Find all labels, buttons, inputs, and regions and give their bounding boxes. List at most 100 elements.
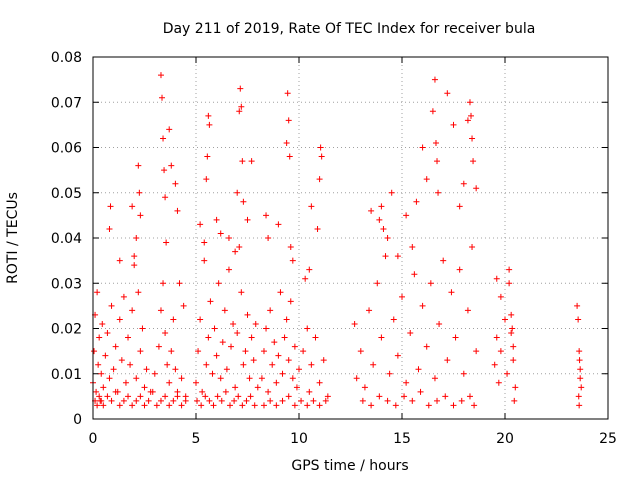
- data-point: [368, 207, 375, 214]
- data-point: [110, 366, 117, 373]
- data-point: [283, 139, 290, 146]
- data-point: [204, 153, 211, 160]
- data-point: [368, 402, 375, 409]
- data-point: [143, 366, 150, 373]
- data-point: [112, 343, 119, 350]
- data-point: [127, 361, 134, 368]
- data-point: [390, 316, 397, 323]
- data-point: [195, 348, 202, 355]
- data-point: [180, 302, 187, 309]
- data-point: [431, 76, 438, 83]
- data-point: [576, 348, 583, 355]
- data-point: [576, 357, 583, 364]
- data-point: [260, 348, 267, 355]
- data-point: [137, 348, 144, 355]
- data-point: [314, 225, 321, 232]
- data-point: [243, 397, 250, 404]
- data-point: [468, 112, 475, 119]
- data-point: [458, 397, 465, 404]
- data-points: [90, 72, 585, 409]
- data-point: [322, 397, 329, 404]
- data-point: [129, 402, 136, 409]
- data-point: [178, 375, 185, 382]
- data-point: [166, 402, 173, 409]
- data-point: [374, 280, 381, 287]
- data-point: [394, 352, 401, 359]
- data-point: [215, 280, 222, 287]
- data-point: [238, 289, 245, 296]
- y-tick-label: 0: [73, 412, 82, 428]
- data-point: [116, 316, 123, 323]
- data-point: [469, 244, 476, 251]
- data-point: [244, 311, 251, 318]
- chart-title: Day 211 of 2019, Rate Of TEC Index for r…: [163, 21, 536, 37]
- data-point: [157, 397, 164, 404]
- data-point: [231, 397, 238, 404]
- data-point: [201, 239, 208, 246]
- data-point: [131, 262, 138, 269]
- data-point: [135, 162, 142, 169]
- data-point: [221, 307, 228, 314]
- data-point: [403, 212, 410, 219]
- data-point: [293, 384, 300, 391]
- data-point: [287, 244, 294, 251]
- data-point: [203, 176, 210, 183]
- data-point: [252, 320, 259, 327]
- data-point: [98, 370, 105, 377]
- data-point: [394, 253, 401, 260]
- data-point: [409, 397, 416, 404]
- data-point: [145, 397, 152, 404]
- data-point: [310, 397, 317, 404]
- data-point: [306, 266, 313, 273]
- data-point: [258, 375, 265, 382]
- data-point: [234, 330, 241, 337]
- data-point: [141, 402, 148, 409]
- data-point: [228, 343, 235, 350]
- data-point: [497, 293, 504, 300]
- data-point: [122, 379, 129, 386]
- data-point: [281, 334, 288, 341]
- data-point: [99, 320, 106, 327]
- data-point: [320, 357, 327, 364]
- data-point: [359, 397, 366, 404]
- data-point: [176, 280, 183, 287]
- data-point: [265, 235, 272, 241]
- data-point: [226, 402, 233, 409]
- data-point: [108, 397, 115, 404]
- data-point: [285, 117, 292, 124]
- data-point: [151, 370, 158, 377]
- y-axis-label: ROTI / TECUs: [5, 192, 21, 284]
- data-point: [267, 397, 274, 404]
- data-point: [506, 266, 513, 273]
- data-point: [508, 311, 515, 318]
- data-point: [470, 158, 477, 165]
- data-point: [248, 158, 255, 165]
- data-point: [267, 307, 274, 314]
- data-point: [240, 198, 247, 205]
- data-point: [473, 348, 480, 355]
- data-point: [291, 343, 298, 350]
- data-point: [419, 302, 426, 309]
- data-point: [193, 379, 199, 386]
- data-point: [304, 325, 311, 332]
- data-point: [298, 397, 305, 404]
- data-point: [129, 203, 136, 210]
- data-point: [141, 384, 148, 391]
- data-point: [308, 361, 315, 368]
- data-point: [197, 221, 204, 228]
- data-point: [260, 402, 267, 409]
- data-point: [277, 289, 284, 296]
- y-tick-label: 0.01: [51, 367, 82, 383]
- data-point: [316, 402, 323, 409]
- data-point: [284, 90, 291, 97]
- data-point: [120, 397, 127, 404]
- data-point: [378, 334, 385, 341]
- data-point: [217, 375, 224, 382]
- data-point: [366, 307, 373, 314]
- data-point: [403, 379, 410, 386]
- data-point: [118, 357, 125, 364]
- data-point: [174, 393, 181, 400]
- data-point: [102, 352, 109, 359]
- y-tick-label: 0.07: [51, 95, 82, 111]
- data-point: [286, 153, 293, 160]
